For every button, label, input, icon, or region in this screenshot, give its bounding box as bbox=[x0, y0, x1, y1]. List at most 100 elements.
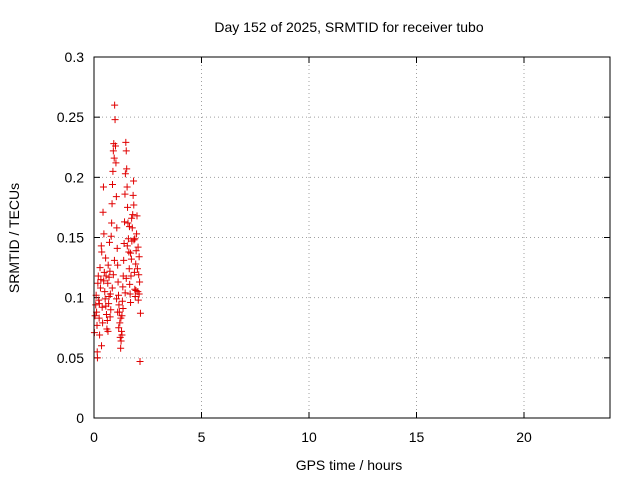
data-point bbox=[103, 317, 111, 325]
data-point bbox=[102, 272, 110, 280]
data-point bbox=[131, 235, 139, 243]
data-point bbox=[96, 264, 104, 272]
data-point bbox=[125, 248, 133, 256]
y-tick-label: 0.25 bbox=[57, 109, 84, 125]
y-tick-label: 0.1 bbox=[65, 290, 85, 306]
data-point bbox=[104, 327, 112, 335]
data-point bbox=[122, 138, 130, 146]
data-point bbox=[135, 271, 143, 279]
x-tick-label: 10 bbox=[301, 429, 317, 445]
data-point bbox=[107, 232, 115, 240]
y-tick-label: 0.3 bbox=[65, 49, 85, 65]
data-point bbox=[130, 236, 138, 244]
data-points bbox=[90, 101, 144, 365]
data-point bbox=[102, 302, 110, 310]
data-point bbox=[127, 249, 135, 257]
data-point bbox=[109, 271, 117, 279]
data-point bbox=[130, 177, 138, 185]
data-point bbox=[93, 321, 101, 329]
data-point bbox=[114, 278, 122, 286]
data-point bbox=[125, 223, 133, 231]
data-point bbox=[121, 170, 129, 178]
data-point bbox=[124, 203, 132, 211]
data-point bbox=[94, 272, 102, 280]
data-point bbox=[136, 309, 144, 317]
data-point bbox=[122, 147, 130, 155]
data-point bbox=[136, 278, 144, 286]
data-point bbox=[128, 214, 136, 222]
data-point bbox=[112, 159, 120, 167]
data-point bbox=[100, 268, 108, 276]
data-point bbox=[112, 193, 120, 201]
x-axis-label: GPS time / hours bbox=[296, 457, 403, 473]
data-point bbox=[123, 183, 131, 191]
data-point bbox=[134, 296, 142, 304]
data-point bbox=[121, 218, 129, 226]
data-point bbox=[108, 181, 116, 189]
data-point bbox=[107, 306, 115, 314]
data-point bbox=[122, 274, 130, 282]
data-point bbox=[95, 314, 103, 322]
grid-lines bbox=[94, 57, 610, 418]
data-point bbox=[119, 304, 127, 312]
data-point bbox=[106, 313, 114, 321]
data-point bbox=[127, 298, 135, 306]
data-point bbox=[117, 337, 125, 345]
data-point bbox=[100, 277, 108, 285]
x-tick-label: 0 bbox=[90, 429, 98, 445]
data-point bbox=[96, 331, 104, 339]
x-tick-label: 15 bbox=[409, 429, 425, 445]
data-point bbox=[102, 254, 110, 262]
y-tick-label: 0.05 bbox=[57, 350, 84, 366]
data-point bbox=[117, 314, 125, 322]
data-point bbox=[114, 308, 122, 316]
y-axis-label: SRMTID / TECUs bbox=[6, 183, 22, 293]
data-point bbox=[120, 256, 128, 264]
data-point bbox=[115, 291, 123, 299]
data-point bbox=[102, 311, 110, 319]
data-point bbox=[116, 319, 124, 327]
data-point bbox=[130, 201, 138, 209]
data-point bbox=[133, 265, 141, 273]
data-point bbox=[121, 190, 129, 198]
data-point bbox=[123, 242, 131, 250]
data-point bbox=[110, 256, 118, 264]
data-point bbox=[123, 165, 131, 173]
data-point bbox=[101, 295, 109, 303]
data-point bbox=[98, 303, 106, 311]
data-point bbox=[91, 312, 99, 320]
data-point bbox=[126, 280, 134, 288]
data-point bbox=[99, 319, 107, 327]
data-point bbox=[93, 354, 101, 362]
data-point bbox=[98, 248, 106, 256]
data-point bbox=[125, 265, 133, 273]
x-tick-label: 5 bbox=[198, 429, 206, 445]
data-point bbox=[110, 154, 118, 162]
data-point bbox=[133, 212, 141, 220]
chart-title: Day 152 of 2025, SRMTID for receiver tub… bbox=[214, 19, 483, 35]
data-point bbox=[118, 331, 126, 339]
data-point bbox=[95, 300, 103, 308]
data-point bbox=[115, 301, 123, 309]
data-point bbox=[96, 284, 104, 292]
data-point bbox=[119, 283, 127, 291]
data-point bbox=[114, 261, 122, 269]
data-point bbox=[131, 292, 139, 300]
data-point bbox=[99, 183, 107, 191]
data-point bbox=[129, 191, 137, 199]
x-tick-label: 20 bbox=[516, 429, 532, 445]
data-point bbox=[117, 344, 125, 352]
data-point bbox=[135, 290, 143, 298]
data-point bbox=[133, 230, 141, 238]
data-point bbox=[113, 295, 121, 303]
data-point bbox=[113, 244, 121, 252]
data-point bbox=[130, 268, 138, 276]
data-point bbox=[135, 253, 143, 261]
data-point bbox=[104, 279, 112, 287]
data-point bbox=[132, 260, 140, 268]
data-point bbox=[100, 230, 108, 238]
data-point bbox=[132, 286, 140, 294]
data-point bbox=[105, 238, 113, 246]
plot-frame bbox=[93, 56, 611, 419]
